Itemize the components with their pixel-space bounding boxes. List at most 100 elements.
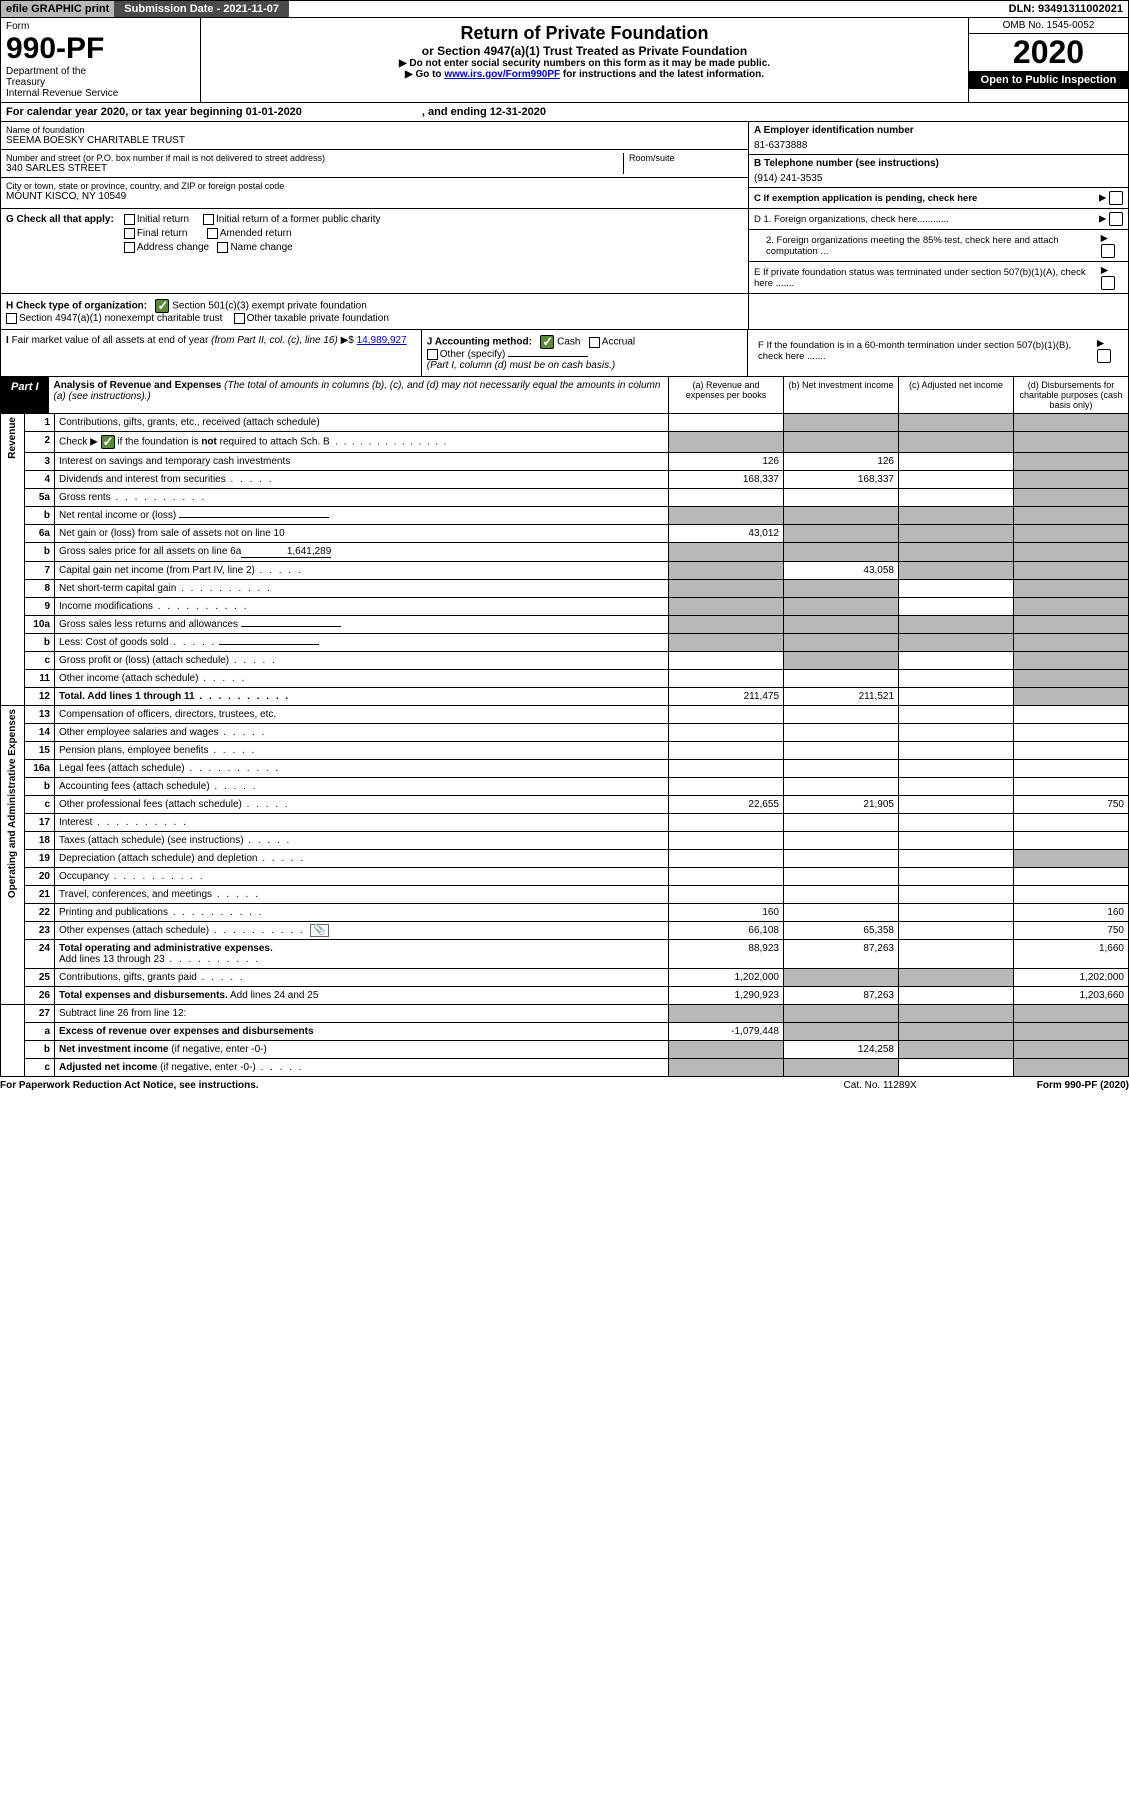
table-row: bGross sales price for all assets on lin… <box>1 543 1129 562</box>
ein-value: 81-6373888 <box>754 136 1123 151</box>
value-cell <box>784 886 899 904</box>
value-cell: 87,263 <box>784 940 899 969</box>
value-cell <box>784 432 899 453</box>
value-cell <box>899 868 1014 886</box>
i-label: I <box>6 335 12 346</box>
value-cell <box>1014 525 1129 543</box>
phone-value: (914) 241-3535 <box>754 169 1123 184</box>
line-desc: Interest <box>55 814 669 832</box>
initial-return-cb[interactable] <box>124 214 135 225</box>
room-label: Room/suite <box>629 153 743 163</box>
table-row: 5aGross rents <box>1 489 1129 507</box>
d1-checkbox[interactable] <box>1109 212 1123 226</box>
irs-link[interactable]: www.irs.gov/Form990PF <box>444 69 560 80</box>
value-cell <box>1014 432 1129 453</box>
value-cell <box>669 598 784 616</box>
amended-cb[interactable] <box>207 228 218 239</box>
value-cell <box>1014 543 1129 562</box>
top-bar: efile GRAPHIC print Submission Date - 20… <box>0 0 1129 18</box>
f-checkbox[interactable] <box>1097 349 1111 363</box>
h1-checkbox[interactable] <box>155 299 169 313</box>
value-cell: 126 <box>669 453 784 471</box>
value-cell <box>899 634 1014 652</box>
submission-date: Submission Date - 2021-11-07 <box>114 1 289 17</box>
name-change-cb[interactable] <box>217 242 228 253</box>
value-cell <box>899 814 1014 832</box>
value-cell <box>784 525 899 543</box>
value-cell <box>899 543 1014 562</box>
value-cell <box>669 760 784 778</box>
table-row: 17Interest <box>1 814 1129 832</box>
value-cell <box>1014 886 1129 904</box>
value-cell <box>1014 670 1129 688</box>
table-row: bNet investment income (if negative, ent… <box>1 1041 1129 1059</box>
line-num: 8 <box>25 580 55 598</box>
c-checkbox[interactable] <box>1109 191 1123 205</box>
line-num: 2 <box>25 432 55 453</box>
footer-mid: Cat. No. 11289X <box>844 1080 917 1091</box>
fmv-value[interactable]: 14,989,927 <box>357 335 407 346</box>
line-num: a <box>25 1023 55 1041</box>
table-row: cOther professional fees (attach schedul… <box>1 796 1129 814</box>
efile-label[interactable]: efile GRAPHIC print <box>1 1 114 17</box>
value-cell: 168,337 <box>669 471 784 489</box>
value-cell: 43,012 <box>669 525 784 543</box>
part1-label: Part I <box>1 377 49 413</box>
d2-checkbox[interactable] <box>1101 244 1115 258</box>
line-num: b <box>25 778 55 796</box>
line-num: 16a <box>25 760 55 778</box>
value-cell <box>899 562 1014 580</box>
info-block: Name of foundation SEEMA BOESKY CHARITAB… <box>0 122 1129 209</box>
value-cell: 211,475 <box>669 688 784 706</box>
e-checkbox[interactable] <box>1101 276 1115 290</box>
other-checkbox[interactable] <box>427 349 438 360</box>
value-cell <box>784 778 899 796</box>
value-cell <box>669 850 784 868</box>
value-cell <box>784 760 899 778</box>
line-desc: Total. Add lines 1 through 11 <box>55 688 669 706</box>
line-desc: Printing and publications <box>55 904 669 922</box>
value-cell: 21,905 <box>784 796 899 814</box>
section-rotated-label: Revenue <box>1 414 25 706</box>
table-row: 25Contributions, gifts, grants paid1,202… <box>1 969 1129 987</box>
value-cell: 160 <box>669 904 784 922</box>
part1-table: Revenue1Contributions, gifts, grants, et… <box>0 414 1129 1077</box>
attachment-icon[interactable]: 📎 <box>310 924 328 937</box>
value-cell <box>899 507 1014 525</box>
value-cell <box>899 778 1014 796</box>
address-change-cb[interactable] <box>124 242 135 253</box>
e-label: E If private foundation status was termi… <box>754 267 1101 289</box>
form-word: Form <box>6 21 195 32</box>
line-desc: Other income (attach schedule) <box>55 670 669 688</box>
value-cell <box>899 471 1014 489</box>
accrual-checkbox[interactable] <box>589 337 600 348</box>
name-label: Name of foundation <box>6 125 743 135</box>
line-desc: Gross sales less returns and allowances <box>55 616 669 634</box>
final-return-cb[interactable] <box>124 228 135 239</box>
line-num: c <box>25 1059 55 1077</box>
open-inspection: Open to Public Inspection <box>969 71 1128 89</box>
table-row: 4Dividends and interest from securities1… <box>1 471 1129 489</box>
table-row: 27Subtract line 26 from line 12: <box>1 1005 1129 1023</box>
value-cell <box>784 706 899 724</box>
value-cell <box>1014 580 1129 598</box>
table-row: 16aLegal fees (attach schedule) <box>1 760 1129 778</box>
line-num: b <box>25 543 55 562</box>
value-cell <box>899 940 1014 969</box>
line-num: 24 <box>25 940 55 969</box>
value-cell: 750 <box>1014 796 1129 814</box>
line-num: 10a <box>25 616 55 634</box>
form-subtitle: or Section 4947(a)(1) Trust Treated as P… <box>206 44 963 58</box>
note-link: ▶ Go to www.irs.gov/Form990PF for instru… <box>206 69 963 80</box>
value-cell: 66,108 <box>669 922 784 940</box>
h3-checkbox[interactable] <box>234 313 245 324</box>
col-a-hdr: (a) Revenue and expenses per books <box>668 377 783 413</box>
cash-checkbox[interactable] <box>540 335 554 349</box>
initial-former-cb[interactable] <box>203 214 214 225</box>
value-cell <box>899 652 1014 670</box>
h2-checkbox[interactable] <box>6 313 17 324</box>
check-section: G Check all that apply: Initial return I… <box>0 209 1129 294</box>
line-num: 11 <box>25 670 55 688</box>
line-num: 9 <box>25 598 55 616</box>
table-row: Operating and Administrative Expenses13C… <box>1 706 1129 724</box>
